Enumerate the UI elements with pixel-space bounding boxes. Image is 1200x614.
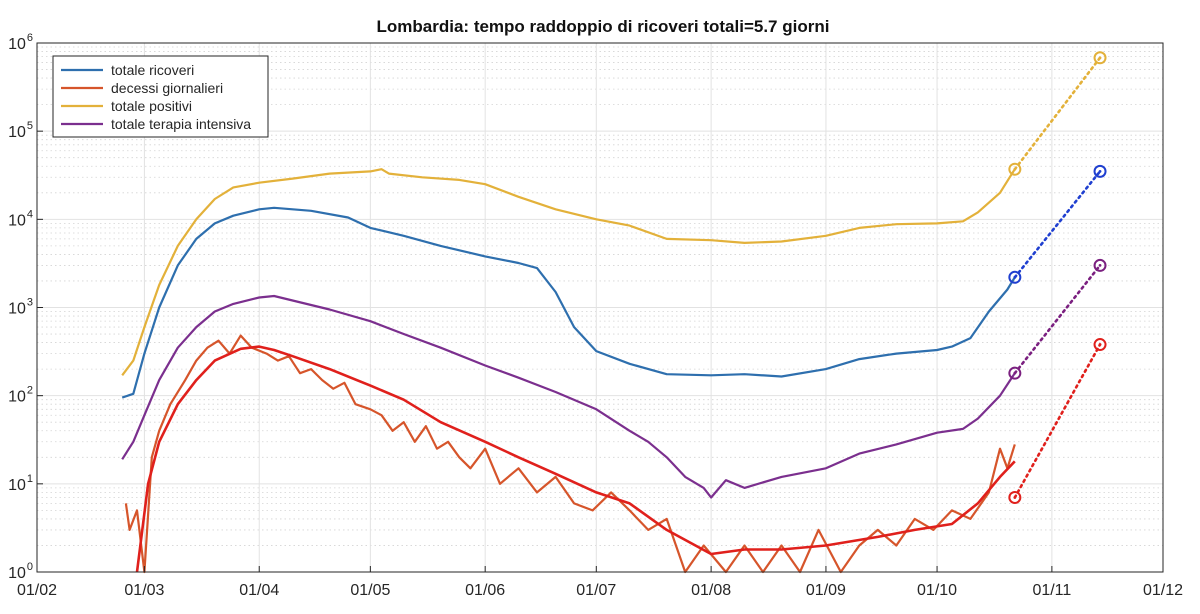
series-line (121, 168, 1016, 376)
projection-marker (1008, 490, 1022, 504)
projection-marker (1008, 366, 1022, 380)
x-axis: 01/02 01/03 01/04 01/05 01/06 01/07 01/08 01/09… (17, 566, 1183, 599)
x-tick-label: 01/09 (806, 582, 846, 599)
projection-line (1013, 56, 1102, 171)
legend-label: totale positivi (111, 98, 192, 114)
projection-marker (1008, 162, 1022, 176)
projection-marker-dot (1098, 169, 1102, 173)
legend-label: totale terapia intensiva (111, 116, 251, 132)
projection-marker-dot (1013, 496, 1017, 499)
x-tick-label: 01/12 (1143, 582, 1183, 599)
series-line (121, 206, 1016, 399)
x-tick-label: 01/02 (17, 582, 57, 599)
projection-line (1013, 264, 1102, 375)
legend-label: decessi giornalieri (111, 80, 223, 96)
x-tick-label: 01/10 (917, 582, 957, 599)
x-tick-label: 01/05 (350, 582, 390, 599)
chart-title: Lombardia: tempo raddoppio di ricoveri t… (377, 17, 830, 36)
x-tick-label: 01/06 (465, 582, 505, 599)
x-tick-label: 01/04 (239, 582, 279, 599)
legend: totale ricoveri decessi giornalieri totale… (52, 55, 269, 138)
x-tick-label: 01/08 (691, 582, 731, 599)
projection-marker-dot (1098, 343, 1102, 346)
projection-marker (1093, 51, 1107, 65)
x-tick-label: 01/11 (1032, 582, 1071, 599)
smoothed-line (135, 345, 1016, 573)
projection-line (1013, 343, 1102, 499)
legend-label: totale ricoveri (111, 62, 194, 78)
projection-marker (1093, 338, 1107, 352)
projection-marker (1008, 270, 1022, 284)
series-line (121, 294, 1016, 499)
projection-marker-dot (1098, 56, 1102, 60)
projection-marker (1093, 258, 1107, 272)
projection-marker-dot (1013, 371, 1017, 375)
series-line (124, 334, 1016, 574)
series-layer (121, 51, 1107, 574)
x-tick-label: 01/03 (124, 582, 164, 599)
projection-marker-dot (1013, 167, 1017, 171)
projection-marker-dot (1098, 264, 1102, 267)
x-tick-label: 01/07 (576, 582, 616, 599)
projection-marker (1093, 164, 1107, 178)
projection-marker-dot (1013, 275, 1017, 279)
projection-line (1013, 170, 1102, 279)
